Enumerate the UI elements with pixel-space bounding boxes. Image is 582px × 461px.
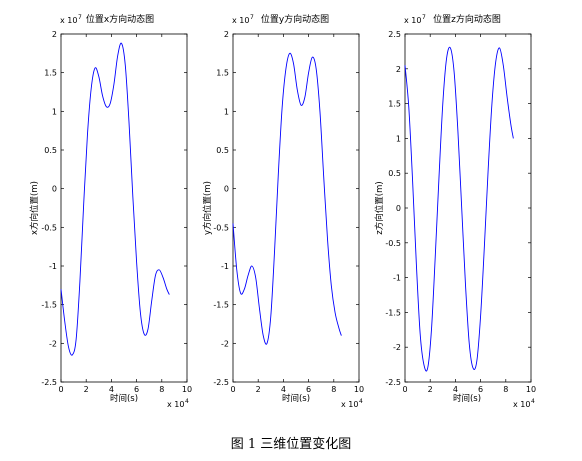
subplot-x-y-exponent: 7 [78,14,82,21]
subplot-x: 位置x方向动态图 x 10 7 x方向位置(m) 时间(s) x 10 4 0 2… [29,13,192,409]
figure-caption: 图 1 三维位置变化图 [230,437,352,452]
y-tick-label: -0.5 [41,223,57,232]
y-tick-label: 1 [396,134,401,143]
subplot-z-ylabel: z方向位置(m) [374,181,385,234]
y-tick-label: 0 [396,204,401,213]
y-tick-label: -2 [393,343,401,352]
x-tick-label: 4 [453,385,458,394]
y-tick-label: 2 [52,30,57,39]
x-tick-label: 10 [526,385,536,394]
subplot-y: 位置y方向动态图 x 10 7 y方向位置(m) 时间(s) x 10 4 0 2… [202,13,364,409]
y-tick-label: -1 [393,274,401,283]
subplot-z-x-multiplier: x 10 [513,400,530,409]
subplot-y-title: 位置y方向动态图 [261,13,329,25]
y-tick-label: -2 [49,339,57,348]
y-tick-label: 0.5 [388,169,401,178]
subplot-z-y-exponent: 7 [422,14,426,21]
subplot-y-y-exponent: 7 [250,14,254,21]
x-tick-label: 0 [58,385,63,394]
y-tick-label: -1.5 [385,308,401,317]
y-tick-label: 1.5 [44,69,57,78]
y-tick-label: -1.5 [213,301,229,310]
x-tick-label: 8 [503,385,508,394]
y-tick-label: 1 [52,107,57,116]
y-tick-label: 1.5 [216,69,229,78]
series-line-z [404,46,514,372]
subplot-x-axes: 0 2 4 6 8 10 -2.5 -2 -1.5 -1 -0.5 0 0.5 1 1.5 2 [41,30,192,394]
y-tick-label: -2.5 [385,378,401,387]
y-tick-label: 1 [224,107,229,116]
subplot-y-x-exponent: 4 [359,398,363,405]
y-tick-label: 2 [396,65,401,74]
x-tick-label: 4 [109,385,114,394]
subplot-x-ylabel: x方向位置(m) [29,181,40,235]
subplot-y-y-multiplier: x 10 [232,16,249,25]
x-tick-label: 6 [134,385,139,394]
y-tick-label: -0.5 [385,239,401,248]
figure: 位置x方向动态图 x 10 7 x方向位置(m) 时间(s) x 10 4 0 2… [29,13,536,409]
series-line-y [232,52,342,345]
x-tick-label: 2 [428,385,433,394]
y-tick-label: -2.5 [213,378,229,387]
subplot-y-x-multiplier: x 10 [341,400,358,409]
subplot-x-title: 位置x方向动态图 [86,13,154,25]
x-tick-label: 6 [306,385,311,394]
plot-area-y [232,33,360,383]
y-tick-label: 0.5 [44,146,57,155]
x-tick-label: 10 [182,385,192,394]
y-tick-label: -0.5 [213,223,229,232]
subplot-x-y-multiplier: x 10 [60,16,77,25]
y-tick-label: 0.5 [216,146,229,155]
subplot-z-title: 位置z方向动态图 [433,13,501,25]
x-tick-label: 10 [354,385,364,394]
y-tick-label: 2.5 [388,30,401,39]
subplot-z-x-exponent: 4 [531,398,535,405]
series-line-x [60,42,170,356]
subplot-y-ylabel: y方向位置(m) [202,181,213,235]
y-tick-label: -2.5 [41,378,57,387]
y-tick-label: 0 [224,185,229,194]
x-tick-label: 2 [84,385,89,394]
y-tick-label: 1.5 [388,100,401,109]
subplot-x-x-exponent: 4 [185,398,189,405]
y-tick-label: -1 [221,262,229,271]
y-tick-label: 2 [224,30,229,39]
subplot-z: 位置z方向动态图 x 10 7 z方向位置(m) 时间(s) x 10 4 0 2… [374,13,536,409]
x-tick-label: 8 [159,385,164,394]
subplot-x-xlabel: 时间(s) [110,393,138,404]
subplot-x-x-multiplier: x 10 [167,400,184,409]
x-tick-label: 8 [331,385,336,394]
subplot-y-xlabel: 时间(s) [282,393,310,404]
y-tick-label: -2 [221,339,229,348]
y-tick-label: -1.5 [41,301,57,310]
x-tick-label: 6 [478,385,483,394]
subplot-z-y-multiplier: x 10 [404,16,421,25]
subplot-z-xlabel: 时间(s) [453,393,481,404]
plot-area-x [60,33,188,383]
x-tick-label: 0 [230,385,235,394]
y-tick-label: 0 [52,185,57,194]
y-tick-label: -1 [49,262,57,271]
subplot-z-axes: 0 2 4 6 8 10 -2.5 -2 -1.5 -1 -0.5 0 0.5 1 1.5 2 2.5 [385,30,536,394]
x-tick-label: 0 [402,385,407,394]
subplot-y-axes: 0 2 4 6 8 10 -2.5 -2 -1.5 -1 -0.5 0 0.5 1 1.5 2 [213,30,364,394]
x-tick-label: 4 [281,385,286,394]
x-tick-label: 2 [256,385,261,394]
